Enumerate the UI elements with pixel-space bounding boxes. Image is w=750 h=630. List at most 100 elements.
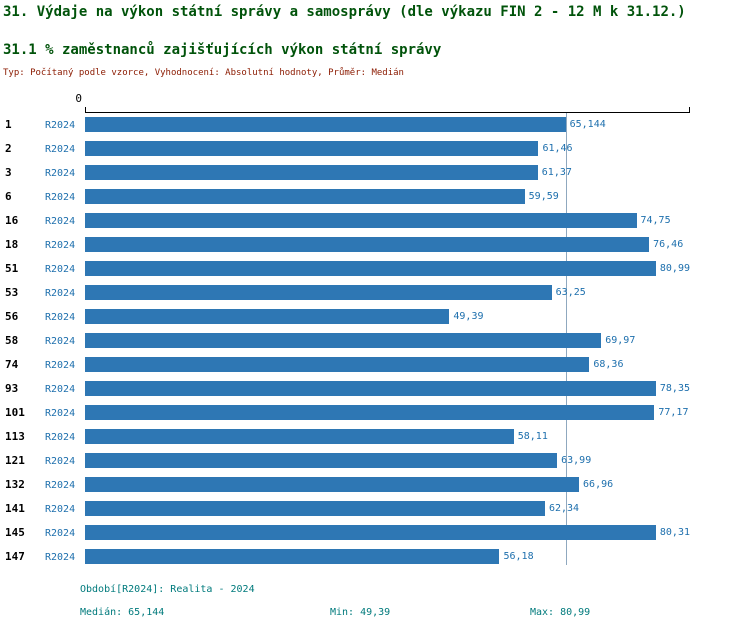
bar: [85, 501, 545, 516]
bar-track: 77,17: [85, 405, 690, 420]
bar: [85, 213, 637, 228]
chart-row: 58 R2024 69,97: [0, 329, 750, 353]
bar-value-label: 69,97: [605, 335, 636, 346]
bar: [85, 117, 566, 132]
bar: [85, 285, 552, 300]
bar-value-label: 63,25: [555, 287, 586, 298]
bar: [85, 237, 650, 252]
bar-track: 80,99: [85, 261, 690, 276]
row-code-label: 2: [5, 142, 12, 155]
bar-value-label: 61,37: [541, 167, 572, 178]
chart-row: 101 R2024 77,17: [0, 401, 750, 425]
axis-tick-right: [689, 107, 690, 112]
row-code-label: 93: [5, 382, 19, 395]
row-code-label: 101: [5, 406, 25, 419]
row-period-label: R2024: [45, 528, 76, 539]
chart-row: 6 R2024 59,59: [0, 185, 750, 209]
row-period-label: R2024: [45, 504, 76, 515]
bar: [85, 261, 656, 276]
row-code-label: 145: [5, 526, 25, 539]
chart-row: 132 R2024 66,96: [0, 473, 750, 497]
bar-value-label: 63,99: [561, 455, 592, 466]
row-period-label: R2024: [45, 336, 76, 347]
row-code-label: 132: [5, 478, 25, 491]
bar: [85, 405, 655, 420]
row-code-label: 141: [5, 502, 25, 515]
bar-value-label: 62,34: [548, 503, 580, 514]
row-code-label: 6: [5, 190, 12, 203]
row-code-label: 113: [5, 430, 25, 443]
chart-meta-line: Typ: Počítaný podle vzorce, Vyhodnocení:…: [3, 68, 404, 78]
bar: [85, 357, 590, 372]
row-period-label: R2024: [45, 432, 76, 443]
footer-median: Medián: 65,144: [80, 607, 165, 618]
bar-track: 56,18: [85, 549, 690, 564]
footer-max: Max: 80,99: [530, 607, 591, 618]
row-code-label: 53: [5, 286, 19, 299]
chart-row: 56 R2024 49,39: [0, 305, 750, 329]
bar-value-label: 74,75: [640, 215, 671, 226]
bar-value-label: 49,39: [453, 311, 484, 322]
chart-title: 31.1 % zaměstnanců zajišťujících výkon s…: [3, 42, 442, 58]
bar-value-label: 58,11: [517, 431, 548, 442]
bar-value-label: 61,46: [542, 143, 573, 154]
bar-chart: 0 1 R2024 65,144 2 R2024 61,46 3 R2024 61,37 6 R20…: [0, 90, 750, 575]
row-code-label: 147: [5, 550, 25, 563]
bar: [85, 333, 602, 348]
bar-track: 78,35: [85, 381, 690, 396]
bar-track: 62,34: [85, 501, 690, 516]
bar: [85, 453, 558, 468]
row-code-label: 3: [5, 166, 12, 179]
row-period-label: R2024: [45, 312, 76, 323]
chart-row: 1 R2024 65,144: [0, 113, 750, 137]
bar-track: 74,75: [85, 213, 690, 228]
bar: [85, 549, 500, 564]
bar-track: 65,144: [85, 117, 690, 132]
chart-rows: 1 R2024 65,144 2 R2024 61,46 3 R2024 61,37 6 R2024…: [0, 113, 750, 569]
bar-value-label: 59,59: [528, 191, 559, 202]
bar: [85, 309, 450, 324]
row-period-label: R2024: [45, 168, 76, 179]
row-code-label: 16: [5, 214, 19, 227]
row-period-label: R2024: [45, 384, 76, 395]
chart-row: 121 R2024 63,99: [0, 449, 750, 473]
bar-track: 69,97: [85, 333, 690, 348]
bar: [85, 141, 539, 156]
bar-track: 59,59: [85, 189, 690, 204]
x-axis-line: [85, 112, 690, 113]
row-period-label: R2024: [45, 216, 76, 227]
bar-value-label: 65,144: [569, 119, 606, 130]
row-period-label: R2024: [45, 192, 76, 203]
bar-value-label: 68,36: [593, 359, 624, 370]
bar: [85, 381, 656, 396]
bar-track: 66,96: [85, 477, 690, 492]
bar-value-label: 56,18: [503, 551, 534, 562]
bar: [85, 477, 580, 492]
chart-row: 141 R2024 62,34: [0, 497, 750, 521]
chart-row: 93 R2024 78,35: [0, 377, 750, 401]
bar-track: 63,25: [85, 285, 690, 300]
row-code-label: 56: [5, 310, 19, 323]
bar-track: 80,31: [85, 525, 690, 540]
footer-period: Období[R2024]: Realita - 2024: [80, 584, 255, 595]
bar-value-label: 77,17: [658, 407, 689, 418]
row-period-label: R2024: [45, 120, 76, 131]
row-code-label: 74: [5, 358, 19, 371]
chart-row: 113 R2024 58,11: [0, 425, 750, 449]
axis-tick-left: [85, 107, 86, 112]
row-code-label: 1: [5, 118, 12, 131]
row-period-label: R2024: [45, 360, 76, 371]
bar: [85, 165, 538, 180]
chart-row: 51 R2024 80,99: [0, 257, 750, 281]
row-code-label: 51: [5, 262, 19, 275]
row-period-label: R2024: [45, 144, 76, 155]
axis-zero-label: 0: [75, 92, 82, 105]
chart-row: 53 R2024 63,25: [0, 281, 750, 305]
chart-row: 74 R2024 68,36: [0, 353, 750, 377]
bar-track: 61,37: [85, 165, 690, 180]
bar: [85, 429, 514, 444]
bar-value-label: 66,96: [583, 479, 614, 490]
row-period-label: R2024: [45, 456, 76, 467]
bar-track: 49,39: [85, 309, 690, 324]
row-period-label: R2024: [45, 264, 76, 275]
